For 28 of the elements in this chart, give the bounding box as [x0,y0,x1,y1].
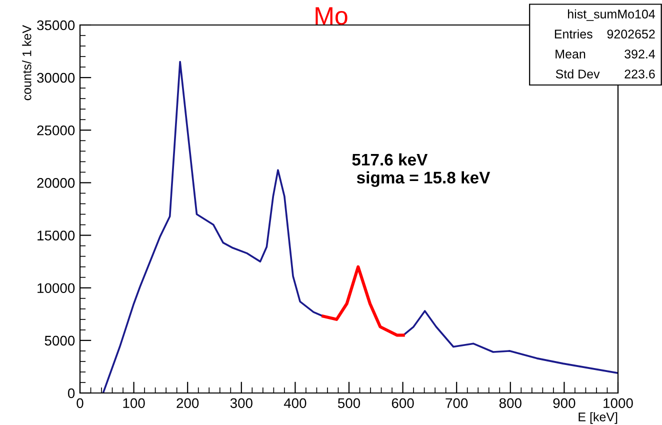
annotation: 517.6 keV sigma = 15.8 keV [352,153,490,187]
text: hist_sumMo104 [568,9,656,21]
x-tick-label: 1000 [604,398,633,408]
x-tick-label: 700 [446,398,468,408]
x-tick-label: 600 [392,398,414,408]
annotation: Entries 9202652 [554,29,655,39]
annotation: Std Dev 223.6 [556,69,655,78]
y-tick-label: 35000 [37,20,75,30]
x-tick-label: 500 [338,398,360,408]
y-axis-title: counts/ 1 keV [22,25,32,100]
y-tick-label: 30000 [37,72,75,83]
x-tick-label: 0 [76,398,84,408]
line-series [322,265,405,337]
y-tick-label: 25000 [37,125,75,136]
x-tick-label: 400 [284,398,306,408]
x-tick-label: 200 [176,398,199,408]
y-tick-label: 10000 [38,283,75,294]
y-tick-label: 0 [68,388,75,398]
annotation: Mean 392.4 [556,50,656,58]
x-tick-label: 900 [553,398,576,408]
x-tick-label: 800 [499,398,522,408]
x-axis-title: E [keV] [578,412,618,424]
x-tick-label: 100 [123,398,145,408]
chart-title: Mo [316,7,348,25]
y-tick-label: 20000 [37,178,75,188]
x-tick-label: 300 [230,398,252,408]
y-tick-label: 15000 [38,230,75,240]
y-tick-label: 5000 [44,336,75,346]
